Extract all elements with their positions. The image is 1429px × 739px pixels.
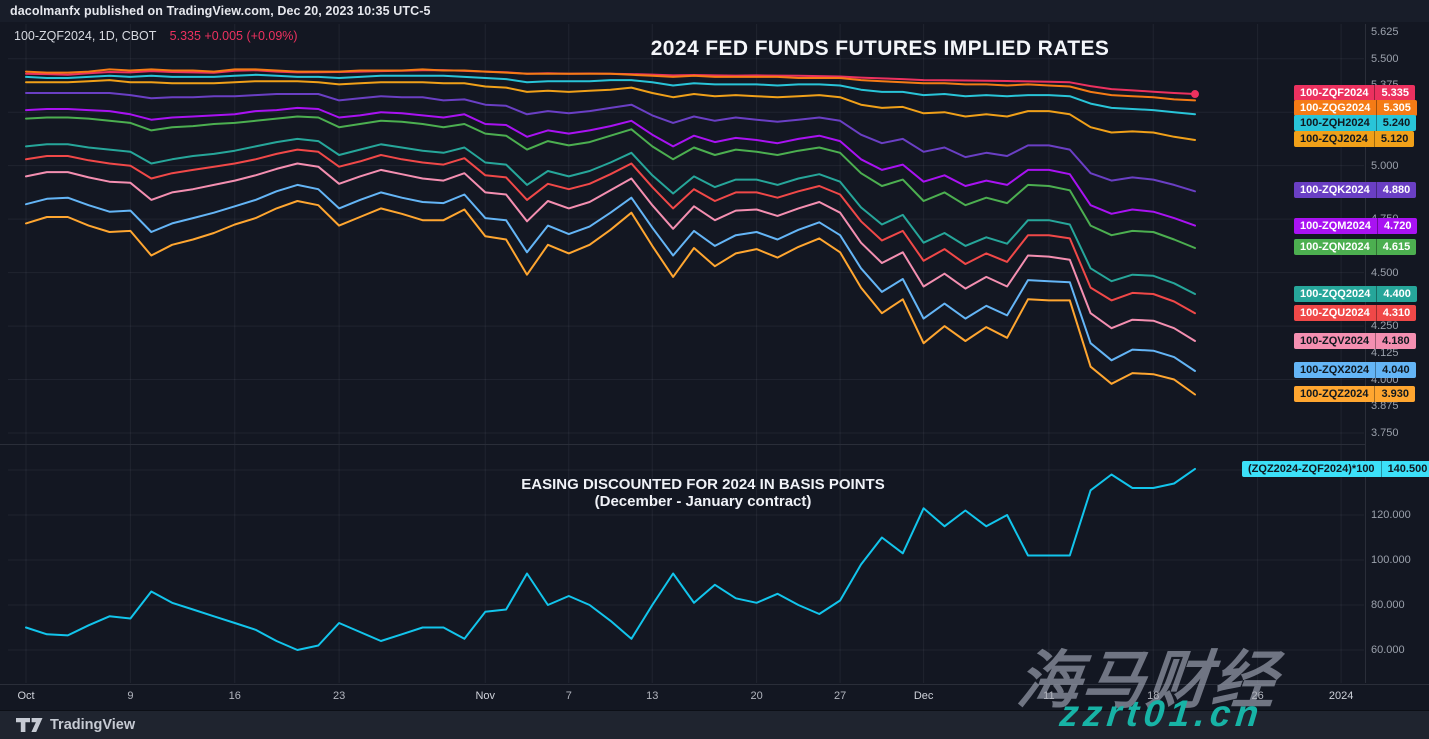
y-axis-label: 3.875	[1371, 400, 1399, 413]
x-axis-label: Oct	[17, 690, 35, 702]
x-axis-label: 23	[333, 690, 346, 702]
price-label-pill-100-ZQQ2024: 100-ZQQ2024 4.400	[1294, 286, 1417, 302]
price-label-pill-100-ZQU2024: 100-ZQU2024 4.310	[1294, 305, 1417, 321]
pill-series-name: 100-ZQZ2024	[1300, 388, 1369, 400]
series-line-100-ZQJ2024	[25, 79, 1196, 141]
price-label-pill-100-ZQZ2024: 100-ZQZ2024 3.930	[1294, 386, 1416, 402]
pill-series-name: 100-ZQH2024	[1300, 117, 1370, 129]
tradingview-logo-text: TradingView	[50, 717, 136, 733]
tradingview-logo[interactable]: TradingView	[16, 717, 135, 733]
pane2-title-line1: EASING DISCOUNTED FOR 2024 IN BASIS POIN…	[521, 476, 885, 493]
last-price-dot	[1191, 90, 1199, 99]
series-line-100-ZQQ2024	[25, 137, 1196, 295]
x-axis-label: 13	[646, 690, 659, 702]
y-axis-label: 5.000	[1371, 159, 1399, 172]
x-axis-label: Dec	[913, 690, 934, 702]
pill-last-value: 4.400	[1376, 286, 1417, 302]
series-line-100-ZQV2024	[25, 162, 1196, 342]
price-label-pill-100-ZQN2024: 100-ZQN2024 4.615	[1294, 239, 1417, 255]
series-line-100-ZQN2024	[25, 115, 1196, 249]
price-label-pill-100-ZQV2024: 100-ZQV2024 4.180	[1294, 333, 1416, 349]
price-label-pill-(ZQZ2024-ZQF2024)*100: (ZQZ2024-ZQF2024)*100 140.500	[1242, 461, 1429, 477]
pill-series-name: 100-ZQK2024	[1300, 184, 1370, 196]
pill-last-value: 5.335	[1374, 85, 1415, 101]
pill-series-name: 100-ZQV2024	[1300, 335, 1370, 347]
y-axis-label: 5.500	[1371, 52, 1399, 65]
tradingview-logo-icon	[16, 717, 43, 732]
price-label-pill-100-ZQM2024: 100-ZQM2024 4.720	[1294, 218, 1418, 234]
series-line-100-ZQK2024	[25, 92, 1196, 193]
pane2-title-line2: (December - January contract)	[594, 493, 812, 510]
price-label-pill-100-ZQJ2024: 100-ZQJ2024 5.120	[1294, 131, 1415, 147]
pill-last-value: 3.930	[1374, 386, 1415, 402]
price-label-pill-100-ZQG2024: 100-ZQG2024 5.305	[1294, 100, 1417, 116]
pill-last-value: 4.615	[1375, 239, 1417, 255]
pill-last-value: 4.880	[1375, 182, 1417, 198]
pill-last-value: 4.040	[1375, 362, 1416, 378]
price-label-pill-100-ZQK2024: 100-ZQK2024 4.880	[1294, 182, 1417, 198]
publisher-bar: dacolmanfx published on TradingView.com,…	[0, 0, 1429, 22]
series-line-100-ZQU2024	[25, 148, 1196, 315]
pill-last-value: 5.120	[1373, 131, 1415, 147]
pill-series-name: 100-ZQF2024	[1300, 87, 1369, 99]
y-axis-label: 4.500	[1371, 266, 1399, 279]
pill-series-name: 100-ZQJ2024	[1300, 133, 1368, 145]
pill-series-name: 100-ZQN2024	[1300, 241, 1370, 253]
price-label-pill-100-ZQF2024: 100-ZQF2024 5.335	[1294, 85, 1416, 101]
series-line-100-ZQG2024	[25, 68, 1196, 102]
watermark-url: zzrt01.cn	[1057, 693, 1266, 734]
y-axis-label: 5.625	[1371, 26, 1399, 38]
series-line-(ZQZ2024-ZQF2024)*100	[25, 467, 1196, 651]
pill-series-name: 100-ZQG2024	[1300, 102, 1371, 114]
footer-bar: TradingView	[0, 710, 1429, 739]
pill-last-value: 4.720	[1376, 218, 1418, 234]
pill-last-value: 4.310	[1375, 305, 1417, 321]
pill-last-value: 5.305	[1376, 100, 1417, 116]
pill-series-name: 100-ZQX2024	[1300, 364, 1370, 376]
series-line-100-ZQZ2024	[25, 200, 1196, 396]
series-line-100-ZQM2024	[25, 106, 1196, 227]
y-axis-label: 60.000	[1371, 644, 1405, 656]
x-axis-label: 11	[1043, 690, 1055, 702]
pill-series-name: 100-ZQQ2024	[1300, 288, 1371, 300]
x-axis-label: 18	[1147, 690, 1160, 702]
x-axis-label: 26	[1251, 690, 1264, 702]
time-axis-separator	[0, 684, 1429, 685]
x-axis-label: Nov	[475, 690, 496, 702]
legend-price-change: 5.335 +0.005 (+0.09%)	[169, 29, 298, 43]
x-axis-label: 9	[127, 690, 134, 702]
y-axis-label: 80.000	[1371, 599, 1405, 611]
pill-series-name: (ZQZ2024-ZQF2024)*100	[1248, 463, 1375, 475]
x-axis-label: 7	[565, 690, 572, 702]
y-axis-label: 100.000	[1371, 554, 1411, 566]
series-line-100-ZQX2024	[25, 183, 1196, 372]
x-axis-label: 2024	[1328, 690, 1354, 702]
price-label-pill-100-ZQX2024: 100-ZQX2024 4.040	[1294, 362, 1416, 378]
pill-last-value: 140.500	[1380, 461, 1429, 477]
series-line-100-ZQH2024	[25, 73, 1196, 116]
y-axis-label: 120.000	[1371, 509, 1411, 521]
x-axis-label: 27	[834, 690, 847, 702]
x-axis-label: 20	[750, 690, 763, 702]
pane1-title: 2024 FED FUNDS FUTURES IMPLIED RATES	[650, 37, 1110, 60]
y-axis-label: 4.250	[1371, 320, 1399, 333]
legend-symbol: 100-ZQF2024, 1D, CBOT	[14, 29, 157, 43]
pill-series-name: 100-ZQU2024	[1300, 307, 1370, 319]
price-label-pill-100-ZQH2024: 100-ZQH2024 5.240	[1294, 115, 1417, 131]
y-axis-label: 4.125	[1371, 346, 1399, 359]
y-axis-label: 3.750	[1371, 427, 1399, 439]
chart-plot-area[interactable]	[0, 0, 1429, 710]
x-axis-label: 16	[228, 690, 241, 702]
pill-last-value: 4.180	[1375, 333, 1416, 349]
pane2-title: EASING DISCOUNTED FOR 2024 IN BASIS POIN…	[400, 476, 1006, 510]
pill-series-name: 100-ZQM2024	[1300, 220, 1371, 232]
publisher-text: dacolmanfx published on TradingView.com,…	[10, 4, 431, 18]
chart-legend: 100-ZQF2024, 1D, CBOT 5.335 +0.005 (+0.0…	[14, 29, 298, 43]
pill-last-value: 5.240	[1375, 115, 1417, 131]
